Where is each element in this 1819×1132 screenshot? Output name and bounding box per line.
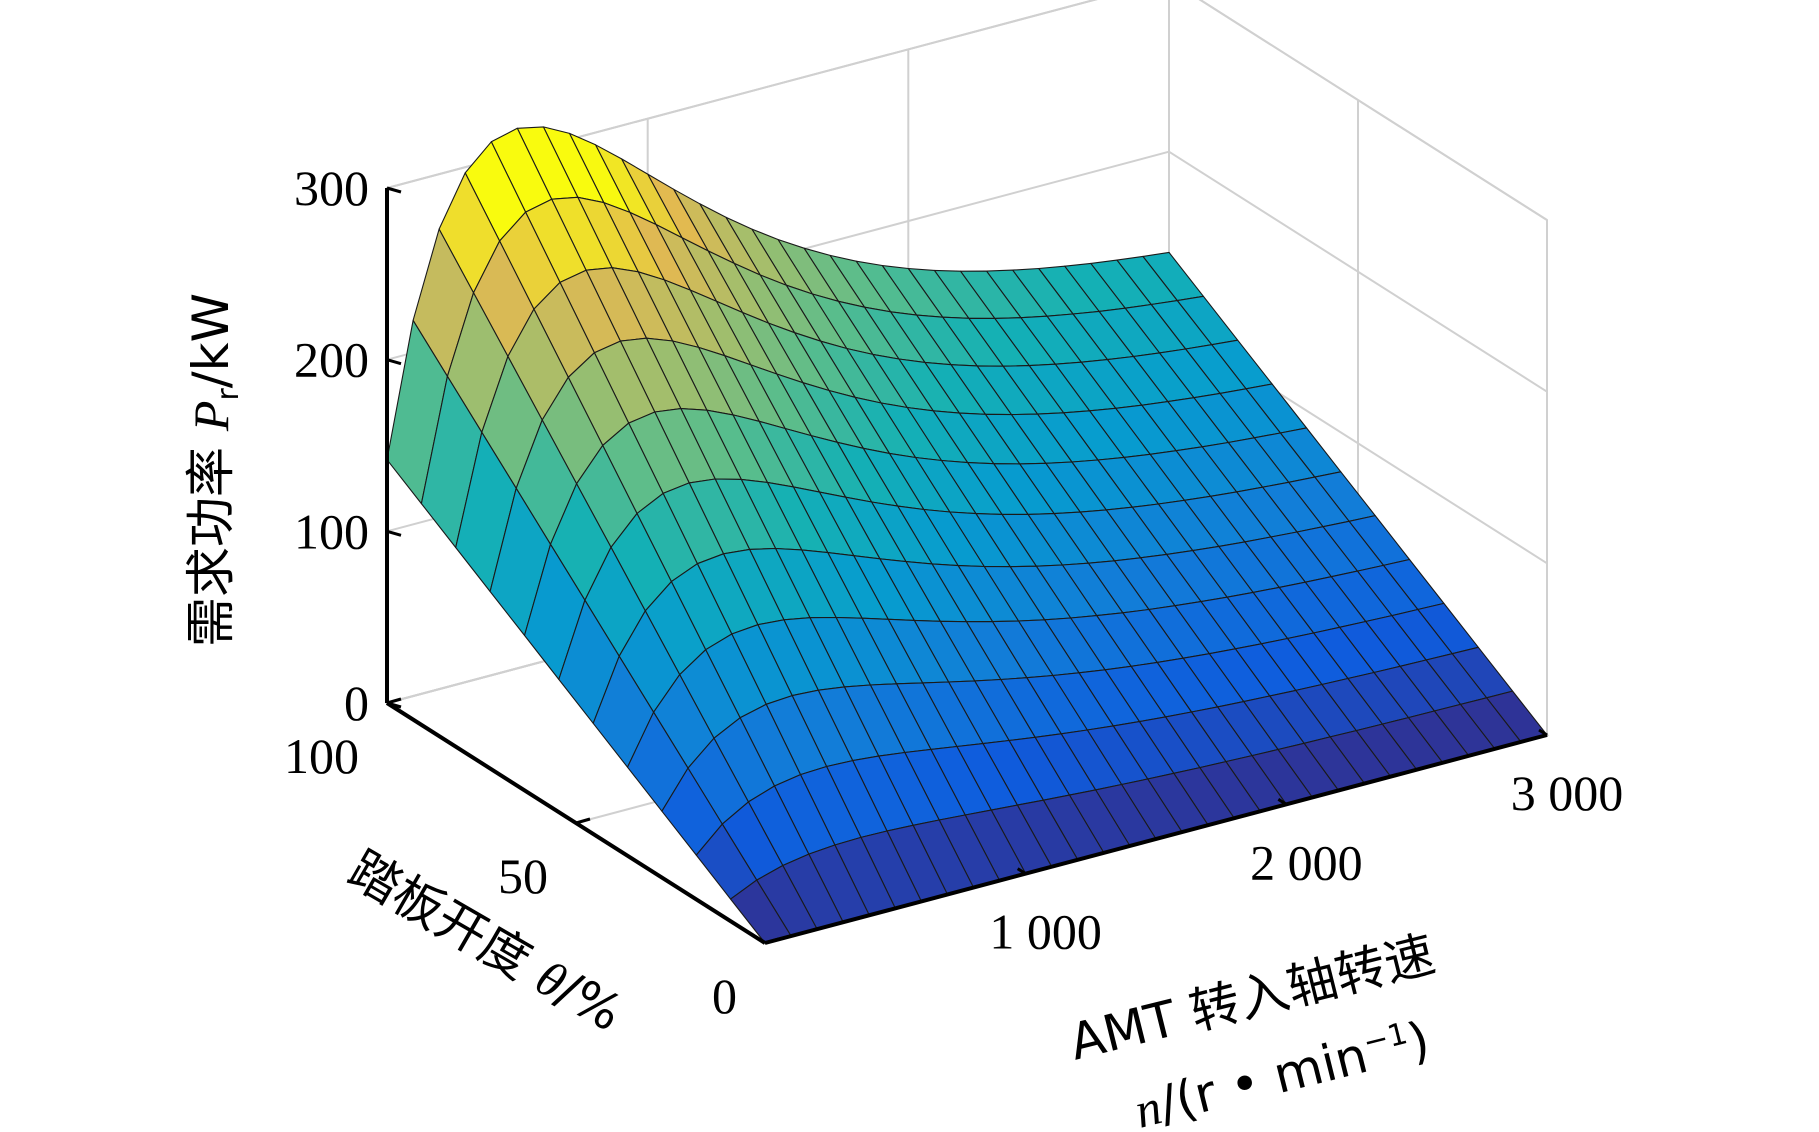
y-tick xyxy=(764,937,780,945)
z-tick xyxy=(386,358,402,366)
surface-mesh xyxy=(386,126,1548,944)
x-axis-line xyxy=(764,733,1548,945)
axes xyxy=(385,186,1548,945)
x-tick-label: 1 000 xyxy=(989,904,1102,960)
x-tick-label: 3 000 xyxy=(1511,765,1624,821)
x-tick xyxy=(1538,728,1548,737)
z-tick-label: 0 xyxy=(344,675,369,731)
y-tick xyxy=(386,697,402,705)
y-tick-label: 0 xyxy=(712,968,737,1024)
z-tick xyxy=(386,186,402,194)
z-tick-label: 100 xyxy=(294,503,369,559)
y-tick xyxy=(575,817,591,825)
x-tick xyxy=(1016,867,1027,875)
grid-line-z xyxy=(386,0,1548,221)
y-tick-label: 50 xyxy=(498,848,548,904)
z-axis-title: 需求功率 Pr/kW xyxy=(182,293,246,647)
z-tick xyxy=(386,529,402,537)
z-tick-label: 300 xyxy=(294,160,369,216)
x-tick-label: 2 000 xyxy=(1250,834,1363,890)
z-tick-label: 200 xyxy=(294,332,369,388)
y-axis-title: 踏板开度 θ/% xyxy=(339,840,632,1043)
y-tick-label: 100 xyxy=(284,728,359,784)
x-tick xyxy=(1277,798,1288,806)
